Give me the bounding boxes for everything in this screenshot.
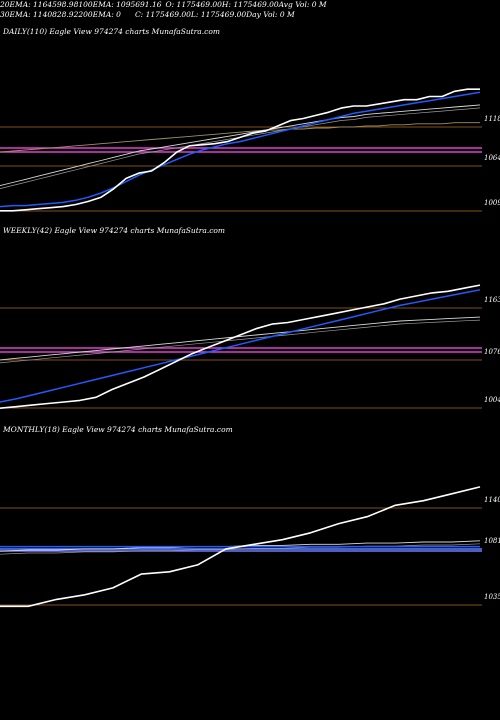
ema-slowest-line: [0, 122, 480, 153]
y-tick-label: 1163: [484, 296, 500, 304]
weekly-chart: 1163 1076 1004: [0, 284, 500, 409]
price-line: [0, 284, 481, 409]
y-tick-label: 1118: [484, 115, 500, 123]
close-text: C: 1175469.00: [134, 10, 191, 19]
ema-fast-line: [0, 91, 481, 208]
y-tick-label: 1064: [484, 154, 500, 162]
weekly-panel-label: WEEKLY(42) Eagle View 974274 charts Muna…: [3, 226, 226, 235]
price-line: [0, 486, 481, 608]
ema20-text: 20EMA: 1164598.98: [0, 0, 79, 9]
ema-slow-line: [0, 316, 481, 361]
day-vol-text: Day Vol: 0 M: [246, 10, 295, 19]
ema200-text: 200EMA: 0: [78, 10, 121, 19]
monthly-panel-label: MONTHLY(18) Eagle View 974274 charts Mun…: [3, 425, 233, 434]
ema-slow-shadow-line: [0, 319, 481, 364]
header-line-1: 20EMA: 1164598.98100EMA: 1095691.16 O: 11…: [0, 0, 327, 9]
y-tick-label: 1140: [484, 496, 500, 504]
high-text: H: 1175469.00: [221, 0, 279, 9]
daily-panel-label: DAILY(110) Eagle View 974274 charts Muna…: [3, 27, 220, 36]
avg-vol-text: Avg Vol: 0 M: [278, 0, 327, 9]
price-line: [0, 88, 480, 212]
ema-slow-line: [0, 104, 481, 187]
header-line-2: 30EMA: 1140828.92200EMA: 0 C: 1175469.00L…: [0, 10, 295, 19]
y-tick-label: 1009: [484, 199, 500, 207]
ema30-text: 30EMA: 1140828.92: [0, 10, 79, 19]
ema-fast-line: [0, 289, 481, 403]
y-tick-label: 1004: [484, 396, 500, 404]
daily-chart: 1118 1064 1009: [0, 88, 500, 212]
ema100-text: 100EMA: 1095691.16: [78, 0, 162, 9]
low-text: L: 1175469.00: [190, 10, 247, 19]
y-tick-label: 1035: [484, 593, 500, 601]
open-text: O: 1175469.00: [165, 0, 222, 9]
y-tick-label: 1076: [484, 348, 500, 356]
